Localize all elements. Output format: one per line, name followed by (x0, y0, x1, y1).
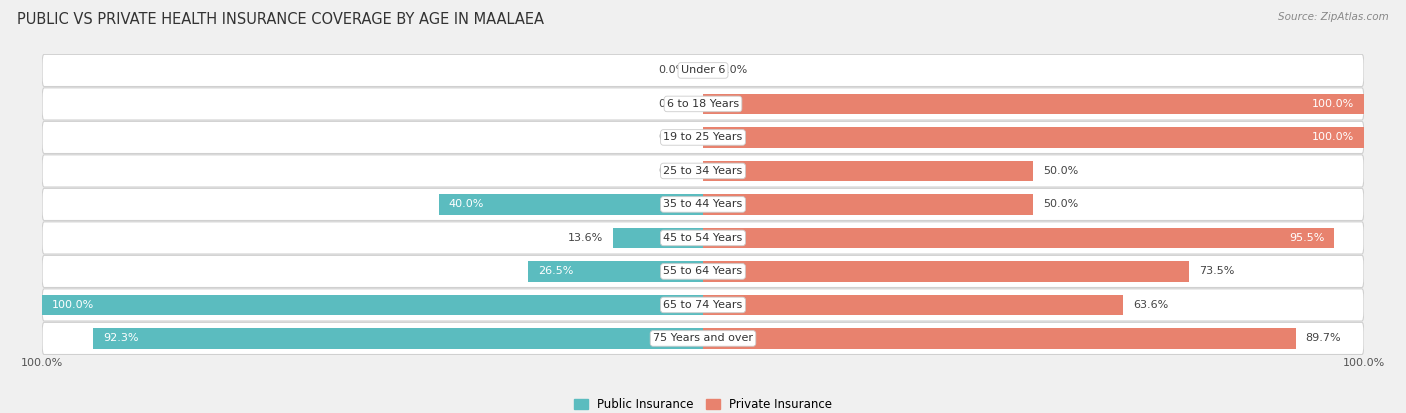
Text: 89.7%: 89.7% (1306, 333, 1341, 344)
Text: 100.0%: 100.0% (1312, 99, 1354, 109)
Text: 55 to 64 Years: 55 to 64 Years (664, 266, 742, 276)
Text: Source: ZipAtlas.com: Source: ZipAtlas.com (1278, 12, 1389, 22)
Bar (613, 228, 703, 248)
Text: 75 Years and over: 75 Years and over (652, 333, 754, 344)
Text: 35 to 44 Years: 35 to 44 Years (664, 199, 742, 209)
FancyBboxPatch shape (42, 222, 1364, 254)
Text: 40.0%: 40.0% (449, 199, 484, 209)
Bar (703, 194, 1033, 215)
Text: 0.0%: 0.0% (658, 133, 686, 142)
Text: 0.0%: 0.0% (658, 166, 686, 176)
Text: 50.0%: 50.0% (1043, 199, 1078, 209)
Text: 63.6%: 63.6% (1133, 300, 1168, 310)
Bar (527, 261, 703, 282)
FancyBboxPatch shape (42, 188, 1364, 221)
Text: 19 to 25 Years: 19 to 25 Years (664, 133, 742, 142)
FancyBboxPatch shape (42, 121, 1364, 154)
Text: 100.0%: 100.0% (52, 300, 94, 310)
Bar (703, 127, 1364, 148)
Text: 100.0%: 100.0% (1312, 133, 1354, 142)
Text: 50.0%: 50.0% (1043, 166, 1078, 176)
FancyBboxPatch shape (42, 55, 1364, 86)
Bar (439, 194, 703, 215)
Bar (703, 261, 1188, 282)
FancyBboxPatch shape (42, 155, 1364, 187)
FancyBboxPatch shape (42, 323, 1364, 354)
Text: 92.3%: 92.3% (103, 333, 138, 344)
Text: 0.0%: 0.0% (720, 65, 748, 76)
Text: 73.5%: 73.5% (1198, 266, 1234, 276)
FancyBboxPatch shape (42, 88, 1364, 120)
Text: 65 to 74 Years: 65 to 74 Years (664, 300, 742, 310)
FancyBboxPatch shape (42, 255, 1364, 287)
Bar (42, 294, 703, 315)
Text: 26.5%: 26.5% (537, 266, 574, 276)
Text: PUBLIC VS PRIVATE HEALTH INSURANCE COVERAGE BY AGE IN MAALAEA: PUBLIC VS PRIVATE HEALTH INSURANCE COVER… (17, 12, 544, 27)
Text: 45 to 54 Years: 45 to 54 Years (664, 233, 742, 243)
Bar (93, 328, 703, 349)
Text: 0.0%: 0.0% (658, 65, 686, 76)
FancyBboxPatch shape (42, 289, 1364, 321)
Bar (703, 161, 1033, 181)
Text: 95.5%: 95.5% (1289, 233, 1324, 243)
Bar (703, 294, 1123, 315)
Bar (703, 328, 1296, 349)
Legend: Public Insurance, Private Insurance: Public Insurance, Private Insurance (569, 393, 837, 413)
Text: 25 to 34 Years: 25 to 34 Years (664, 166, 742, 176)
Text: 0.0%: 0.0% (658, 99, 686, 109)
Bar (703, 94, 1364, 114)
Text: Under 6: Under 6 (681, 65, 725, 76)
Text: 6 to 18 Years: 6 to 18 Years (666, 99, 740, 109)
Text: 13.6%: 13.6% (568, 233, 603, 243)
Bar (703, 228, 1334, 248)
